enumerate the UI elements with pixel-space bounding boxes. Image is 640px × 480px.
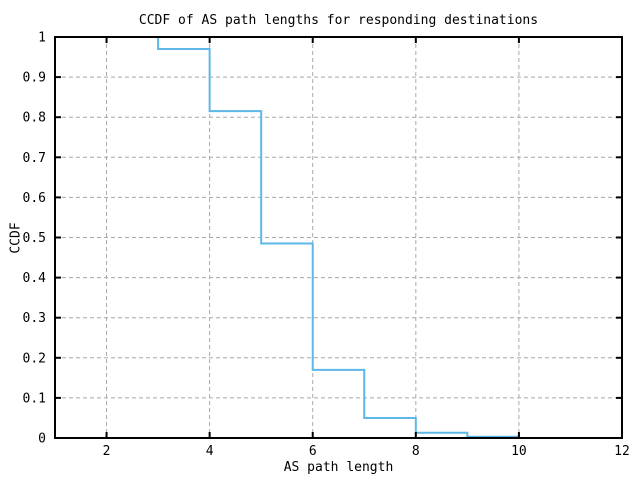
svg-text:10: 10 bbox=[511, 444, 527, 459]
svg-text:6: 6 bbox=[309, 444, 317, 459]
svg-text:0.6: 0.6 bbox=[23, 191, 46, 206]
svg-text:1: 1 bbox=[38, 31, 46, 46]
chart-title: CCDF of AS path lengths for responding d… bbox=[138, 13, 539, 28]
svg-text:0.8: 0.8 bbox=[23, 111, 46, 126]
ccdf-step-line bbox=[106, 36, 520, 438]
grid-lines bbox=[55, 37, 622, 438]
tick-marks bbox=[55, 36, 623, 439]
svg-text:0.3: 0.3 bbox=[23, 311, 46, 326]
svg-text:0.1: 0.1 bbox=[23, 391, 46, 406]
svg-text:0.7: 0.7 bbox=[23, 151, 46, 166]
x-axis-label: AS path length bbox=[283, 460, 394, 475]
svg-text:8: 8 bbox=[412, 444, 420, 459]
svg-text:0.4: 0.4 bbox=[23, 271, 47, 286]
x-tick-labels: 2 4 6 8 10 12 bbox=[103, 444, 630, 459]
svg-text:4: 4 bbox=[206, 444, 214, 459]
svg-text:0.9: 0.9 bbox=[23, 71, 46, 86]
svg-text:0: 0 bbox=[38, 432, 46, 447]
svg-text:2: 2 bbox=[103, 444, 111, 459]
svg-text:12: 12 bbox=[614, 444, 630, 459]
svg-text:0.5: 0.5 bbox=[23, 231, 46, 246]
svg-text:0.2: 0.2 bbox=[23, 351, 46, 366]
y-tick-labels: 0 0.1 0.2 0.3 0.4 0.5 0.6 0.7 0.8 0.9 1 bbox=[23, 31, 47, 447]
